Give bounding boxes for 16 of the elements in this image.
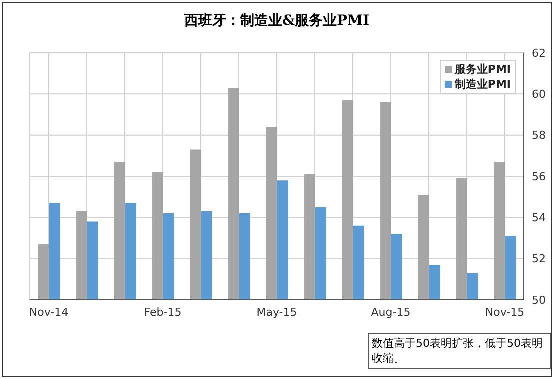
- y-tick-label: 56: [532, 170, 546, 184]
- y-tick-label: 54: [532, 212, 546, 225]
- legend-label: 制造业PMI: [454, 77, 511, 92]
- text: 数值高于50表明扩张，低于50表明收缩。: [368, 333, 551, 369]
- y-tick-label: 50: [532, 294, 546, 307]
- x-tick-label: May-15: [256, 306, 298, 319]
- y-tick-label: 58: [532, 129, 546, 142]
- chart-title: 西班牙：制造业&服务业PMI: [183, 12, 371, 30]
- x-tick-label: Nov-14: [29, 306, 69, 319]
- y-tick-label: 60: [532, 88, 546, 102]
- x-tick-label: Nov-15: [485, 306, 525, 319]
- x-tick-label: Aug-15: [371, 306, 411, 319]
- y-tick-label: 62: [532, 46, 546, 60]
- y-tick-label: 52: [532, 252, 546, 266]
- legend-label: 服务业PMI: [454, 62, 511, 77]
- x-tick-label: Feb-15: [144, 306, 182, 319]
